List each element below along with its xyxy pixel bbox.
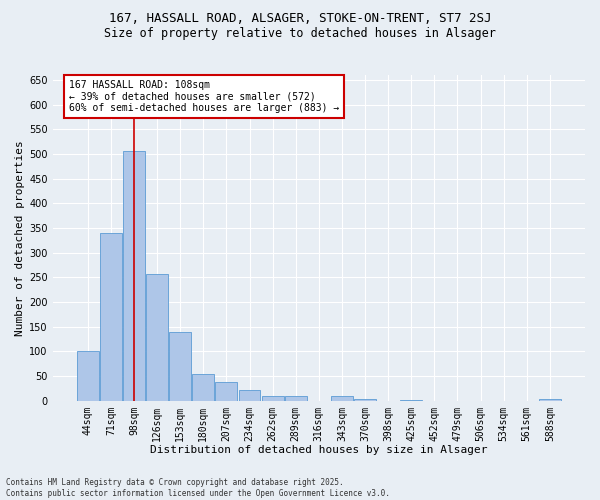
Text: 167, HASSALL ROAD, ALSAGER, STOKE-ON-TRENT, ST7 2SJ: 167, HASSALL ROAD, ALSAGER, STOKE-ON-TRE… (109, 12, 491, 26)
Y-axis label: Number of detached properties: Number of detached properties (15, 140, 25, 336)
Text: Size of property relative to detached houses in Alsager: Size of property relative to detached ho… (104, 28, 496, 40)
Bar (539, 398, 561, 400)
Bar (146, 274, 168, 400)
Text: 167 HASSALL ROAD: 108sqm
← 39% of detached houses are smaller (572)
60% of semi-: 167 HASSALL ROAD: 108sqm ← 39% of detach… (68, 80, 339, 113)
Text: Contains HM Land Registry data © Crown copyright and database right 2025.
Contai: Contains HM Land Registry data © Crown c… (6, 478, 390, 498)
X-axis label: Distribution of detached houses by size in Alsager: Distribution of detached houses by size … (150, 445, 488, 455)
Bar (123, 150, 145, 400)
Bar (100, 233, 122, 400)
Bar (193, 374, 214, 400)
Bar (262, 396, 284, 400)
Bar (354, 398, 376, 400)
Bar (239, 390, 260, 400)
Bar (77, 352, 99, 401)
Bar (331, 396, 353, 400)
Bar (285, 396, 307, 400)
Bar (215, 382, 238, 400)
Bar (169, 332, 191, 400)
